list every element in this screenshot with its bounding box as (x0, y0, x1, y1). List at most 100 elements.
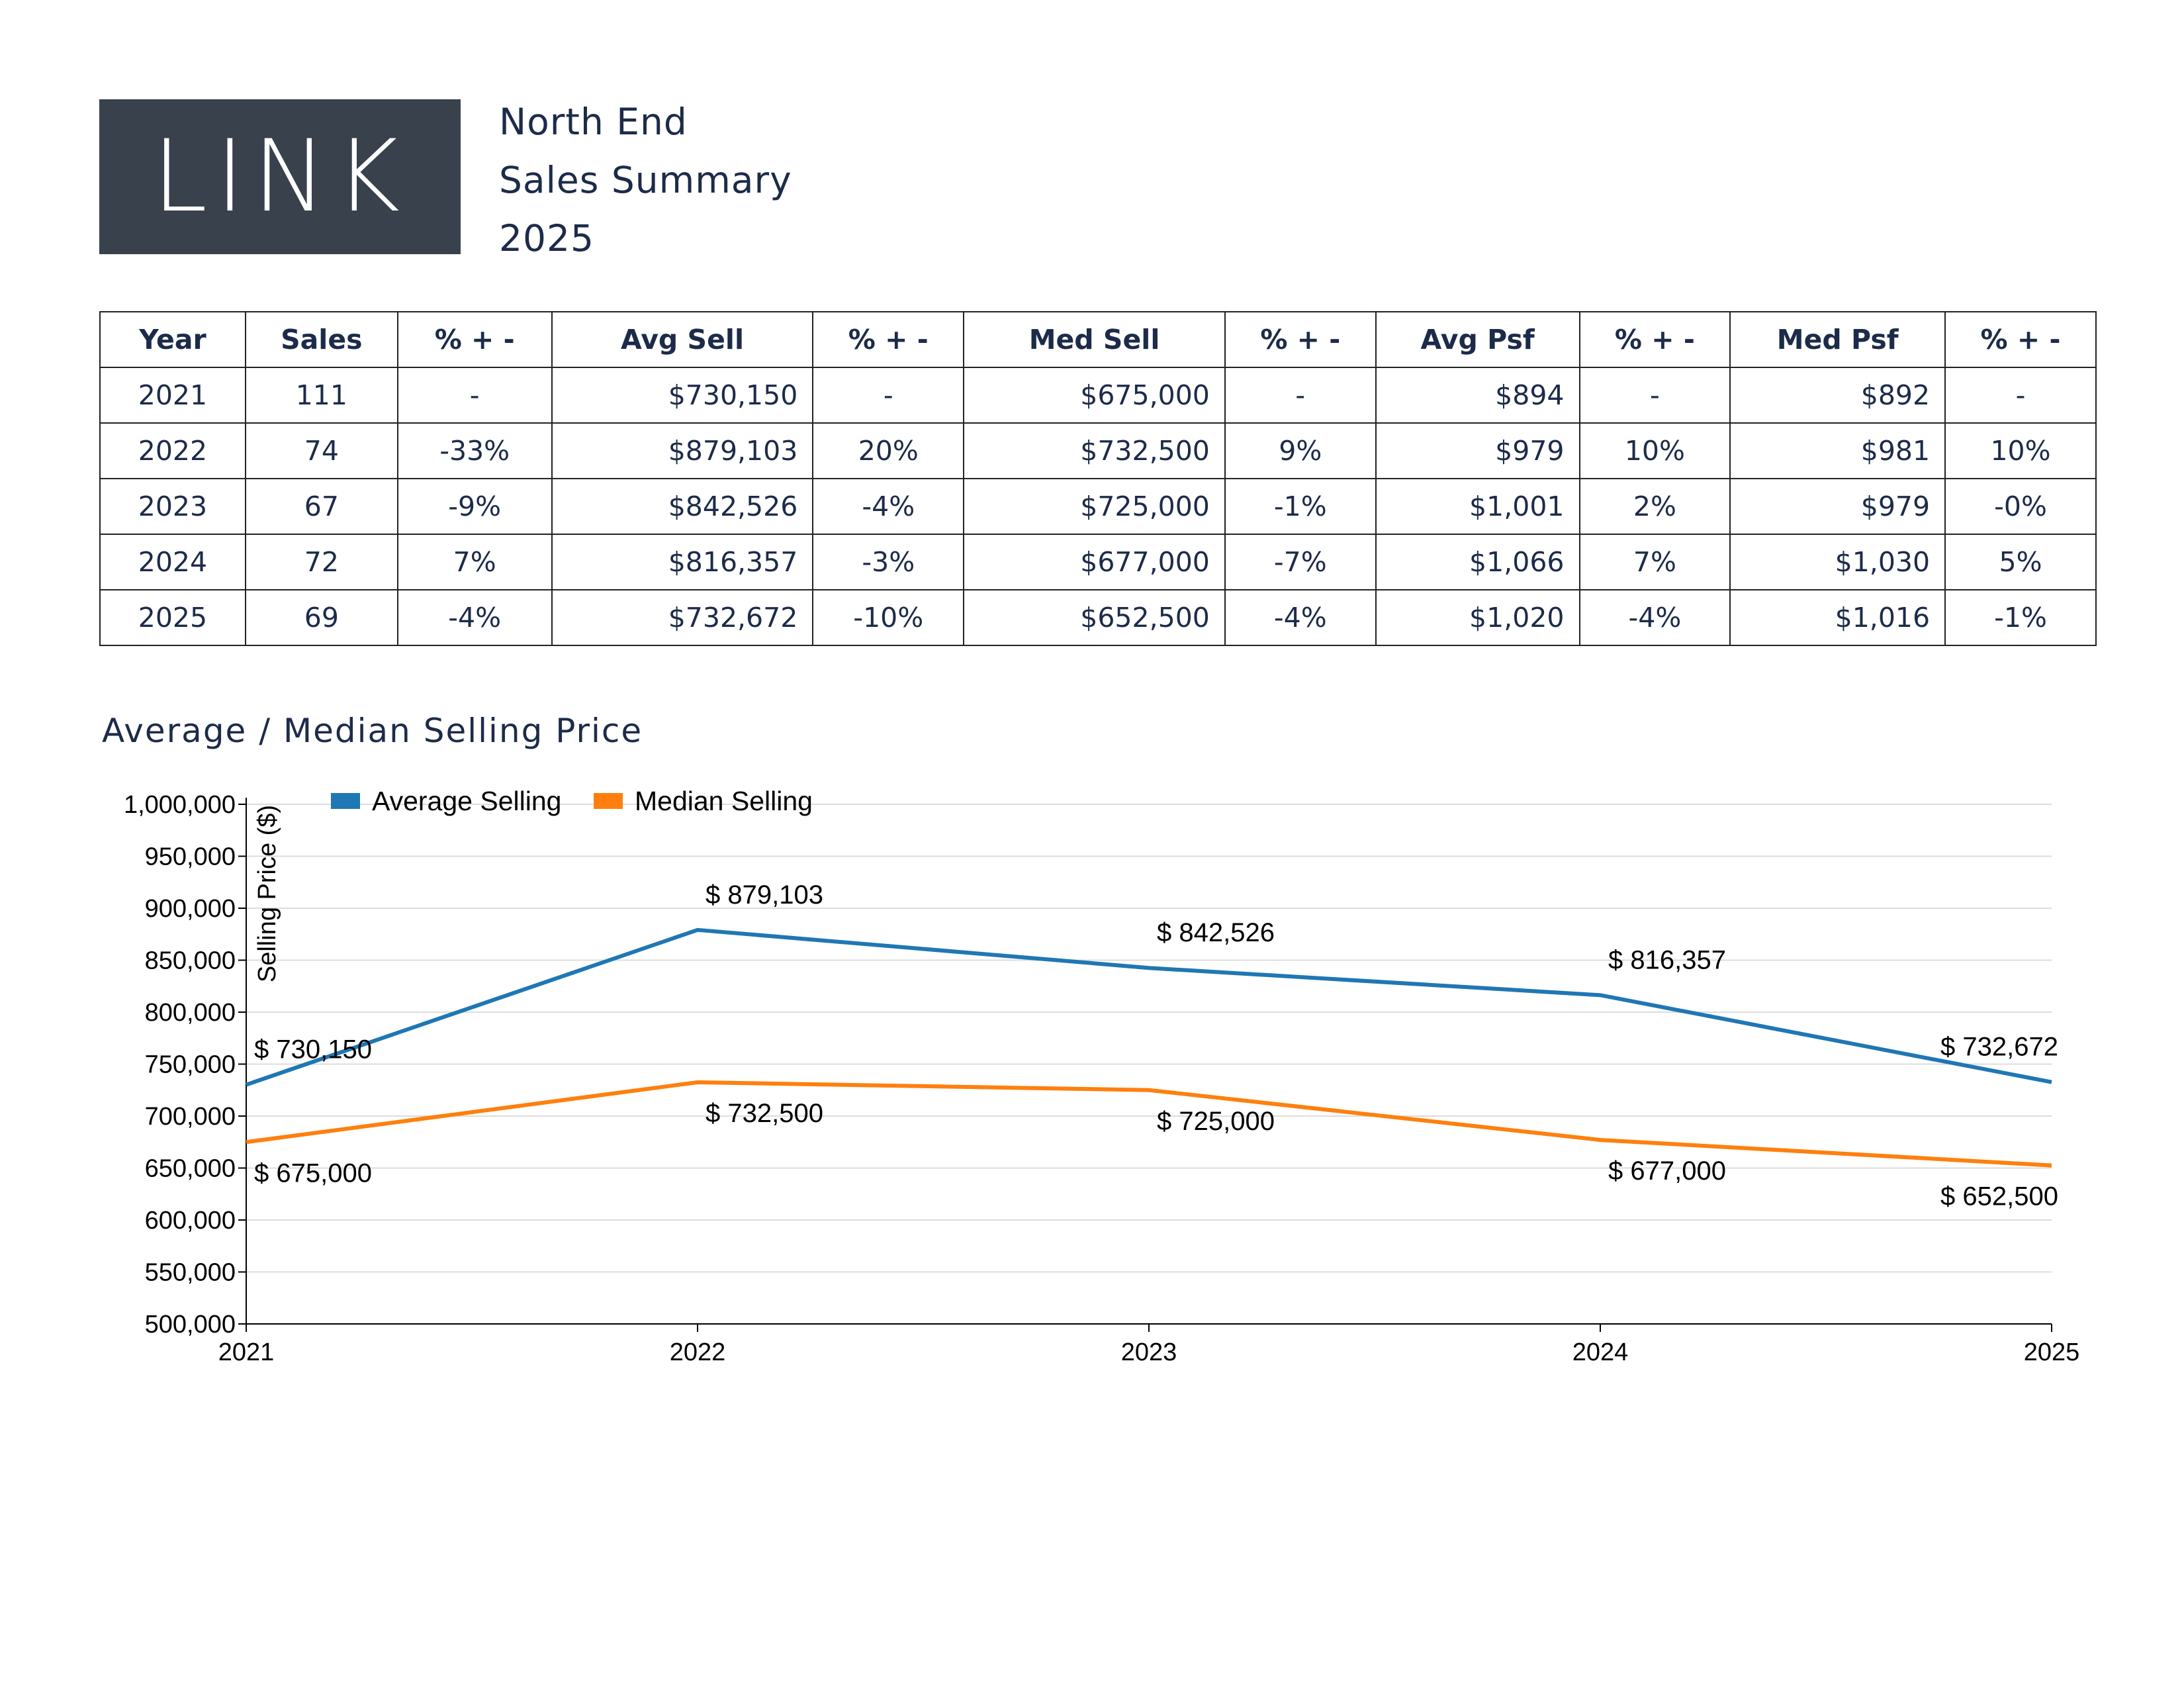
cell-avg-sell: $842,526 (551, 478, 814, 535)
data-label: $ 732,672 (1940, 1033, 2058, 1062)
cell-med-sell-change: - (1224, 367, 1377, 424)
col-header-avg-sell-change: % + - (812, 311, 965, 368)
cell-med-sell-change: -4% (1224, 589, 1377, 646)
series-line-average-selling (246, 927, 2052, 1087)
cell-med-psf-change: 10% (1944, 422, 2097, 479)
cell-med-psf: $892 (1729, 367, 1946, 424)
data-label: $ 879,103 (705, 880, 823, 910)
y-tick-label: 600,000 (145, 1207, 236, 1235)
cell-med-psf-change: - (1944, 367, 2097, 424)
data-label: $ 730,150 (254, 1035, 372, 1064)
table-row: 2024 72 7% $816,357 -3% $677,000 -7% $1,… (99, 534, 2097, 590)
table-row: 2021 111 - $730,150 - $675,000 - $894 - … (99, 367, 2097, 424)
header-area: North End (499, 101, 688, 143)
cell-year: 2023 (99, 478, 246, 535)
cell-year: 2021 (99, 367, 246, 424)
x-tick-label: 2021 (218, 1338, 275, 1366)
cell-avg-sell: $816,357 (551, 534, 814, 590)
cell-avg-psf: $894 (1375, 367, 1580, 424)
cell-avg-psf: $1,001 (1375, 478, 1580, 535)
cell-sales: 72 (244, 534, 398, 590)
col-header-year: Year (99, 311, 246, 368)
cell-avg-sell-change: - (812, 367, 965, 424)
y-tick-label: 750,000 (145, 1051, 236, 1079)
y-tick-label: 700,000 (145, 1103, 236, 1131)
y-tick-label: 850,000 (145, 947, 236, 975)
col-header-avg-psf: Avg Psf (1375, 311, 1580, 368)
cell-year: 2024 (99, 534, 246, 590)
cell-sales: 67 (244, 478, 398, 535)
data-label: $ 677,000 (1608, 1156, 1726, 1186)
x-tick-label: 2025 (2024, 1338, 2080, 1366)
cell-med-sell: $725,000 (963, 478, 1226, 535)
legend-label: Average Selling (372, 786, 561, 816)
cell-med-psf-change: -1% (1944, 589, 2097, 646)
legend-swatch (331, 793, 360, 809)
cell-sales: 111 (244, 367, 398, 424)
chart-title: Average / Median Selling Price (102, 712, 643, 750)
cell-med-sell-change: -7% (1224, 534, 1377, 590)
link-logo: LINK (99, 99, 461, 254)
cell-avg-sell: $730,150 (551, 367, 814, 424)
y-tick-label: 500,000 (145, 1311, 236, 1338)
cell-avg-sell: $732,672 (551, 589, 814, 646)
cell-med-psf: $979 (1729, 478, 1946, 535)
cell-year: 2025 (99, 589, 246, 646)
table-row: 2025 69 -4% $732,672 -10% $652,500 -4% $… (99, 589, 2097, 646)
cell-sales-change: - (396, 367, 553, 424)
y-tick-label: 950,000 (145, 843, 236, 871)
cell-sales: 74 (244, 422, 398, 479)
cell-sales-change: -4% (396, 589, 553, 646)
cell-avg-psf-change: 2% (1578, 478, 1731, 535)
cell-avg-sell: $879,103 (551, 422, 814, 479)
col-header-sales: Sales (244, 311, 398, 368)
cell-avg-sell-change: -4% (812, 478, 965, 535)
x-tick-label: 2022 (670, 1338, 726, 1366)
col-header-avg-sell: Avg Sell (551, 311, 814, 368)
cell-med-psf-change: -0% (1944, 478, 2097, 535)
series-line-median-selling (246, 1080, 2052, 1168)
x-tick-label: 2024 (1572, 1338, 1629, 1366)
col-header-med-psf-change: % + - (1944, 311, 2097, 368)
cell-med-sell: $675,000 (963, 367, 1226, 424)
col-header-med-psf: Med Psf (1729, 311, 1946, 368)
cell-avg-psf-change: - (1578, 367, 1731, 424)
cell-med-sell: $677,000 (963, 534, 1226, 590)
data-label: $ 652,500 (1940, 1182, 2058, 1211)
header-report-type: Sales Summary (499, 159, 792, 201)
col-header-med-sell: Med Sell (963, 311, 1226, 368)
col-header-sales-change: % + - (396, 311, 553, 368)
cell-med-psf: $1,016 (1729, 589, 1946, 646)
y-axis-label: Selling Price ($) (253, 805, 281, 982)
cell-avg-sell-change: 20% (812, 422, 965, 479)
cell-sales-change: -9% (396, 478, 553, 535)
col-header-med-sell-change: % + - (1224, 311, 1377, 368)
data-label: $ 816,357 (1608, 945, 1726, 974)
x-tick-label: 2023 (1121, 1338, 1177, 1366)
cell-avg-psf: $1,020 (1375, 589, 1580, 646)
logo-text: LINK (152, 119, 408, 234)
cell-avg-psf: $979 (1375, 422, 1580, 479)
cell-med-sell-change: 9% (1224, 422, 1377, 479)
legend-swatch (594, 793, 623, 809)
cell-med-sell-change: -1% (1224, 478, 1377, 535)
cell-year: 2022 (99, 422, 246, 479)
data-label: $ 732,500 (705, 1099, 823, 1128)
table-row: 2023 67 -9% $842,526 -4% $725,000 -1% $1… (99, 478, 2097, 535)
sales-summary-table: Year Sales % + - Avg Sell % + - Med Sell… (99, 311, 2097, 646)
cell-sales-change: -33% (396, 422, 553, 479)
cell-avg-psf: $1,066 (1375, 534, 1580, 590)
table-header-row: Year Sales % + - Avg Sell % + - Med Sell… (99, 311, 2097, 368)
cell-avg-psf-change: 7% (1578, 534, 1731, 590)
col-header-avg-psf-change: % + - (1578, 311, 1731, 368)
cell-med-sell: $732,500 (963, 422, 1226, 479)
cell-med-psf: $1,030 (1729, 534, 1946, 590)
cell-med-psf: $981 (1729, 422, 1946, 479)
cell-sales: 69 (244, 589, 398, 646)
table-row: 2022 74 -33% $879,103 20% $732,500 9% $9… (99, 422, 2097, 479)
y-tick-label: 800,000 (145, 999, 236, 1027)
data-label: $ 842,526 (1157, 918, 1275, 947)
cell-sales-change: 7% (396, 534, 553, 590)
cell-avg-psf-change: -4% (1578, 589, 1731, 646)
legend-label: Median Selling (635, 786, 813, 816)
